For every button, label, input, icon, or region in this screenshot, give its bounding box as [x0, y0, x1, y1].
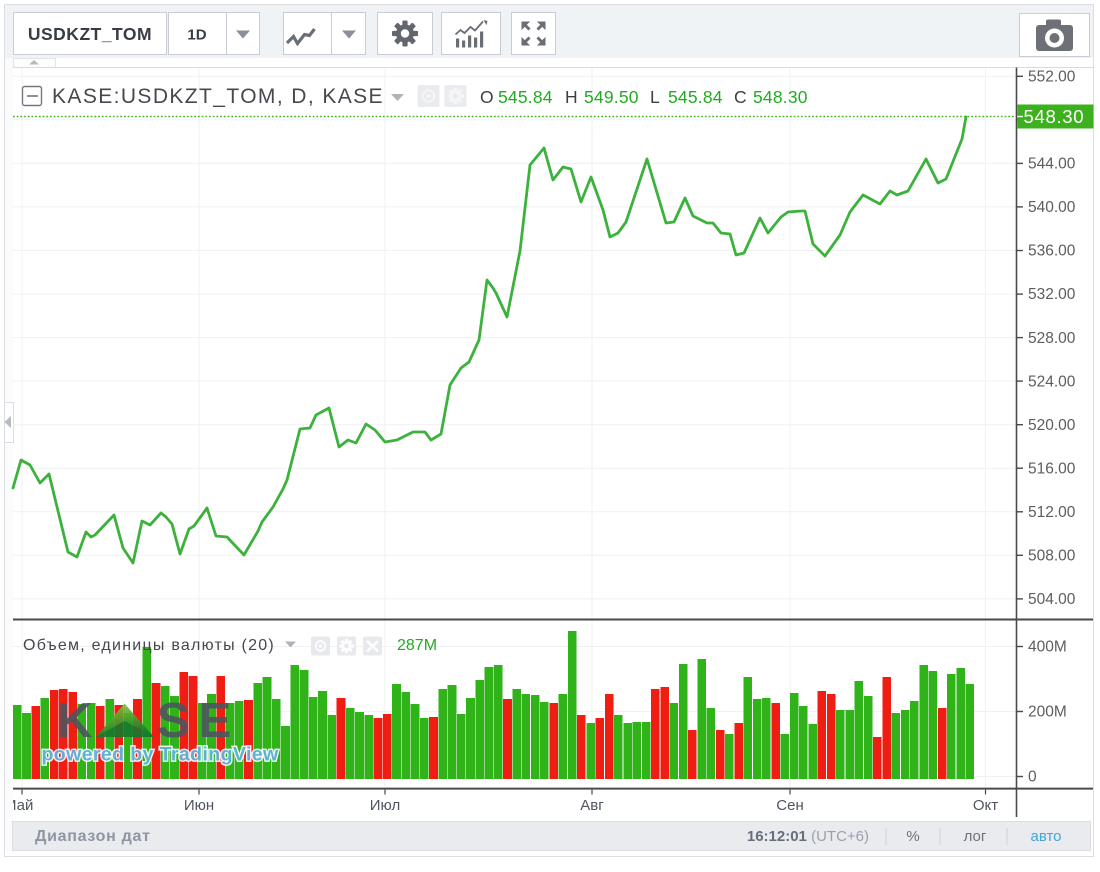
svg-text:544.00: 544.00 — [1028, 156, 1076, 173]
svg-text:512.00: 512.00 — [1028, 504, 1076, 521]
svg-text:532.00: 532.00 — [1028, 286, 1076, 303]
svg-text:400M: 400M — [1028, 639, 1067, 656]
svg-text:545.84: 545.84 — [668, 87, 723, 107]
svg-text:540.00: 540.00 — [1028, 199, 1076, 216]
svg-text:548.30: 548.30 — [753, 87, 808, 107]
svg-text:516.00: 516.00 — [1028, 460, 1076, 477]
svg-text:504.00: 504.00 — [1028, 591, 1076, 608]
svg-text:508.00: 508.00 — [1028, 548, 1076, 565]
svg-text:авто: авто — [1030, 828, 1061, 845]
svg-text:Авг: Авг — [580, 797, 604, 814]
svg-text:Диапазон дат: Диапазон дат — [35, 828, 151, 845]
svg-text:Июл: Июл — [370, 797, 400, 814]
svg-text:KASE:USDKZT_TOM, D, KASE: KASE:USDKZT_TOM, D, KASE — [52, 85, 384, 108]
svg-text:C: C — [734, 87, 747, 107]
svg-text:528.00: 528.00 — [1028, 330, 1076, 347]
svg-text:L: L — [650, 87, 660, 107]
svg-text:Июн: Июн — [184, 797, 214, 814]
svg-text:520.00: 520.00 — [1028, 417, 1076, 434]
svg-text:Май: Май — [4, 797, 33, 814]
svg-text:%: % — [906, 828, 919, 845]
svg-text:SE: SE — [157, 694, 240, 748]
svg-text:лог: лог — [964, 828, 987, 845]
svg-text:powered by TradingView: powered by TradingView — [42, 744, 280, 766]
svg-text:548.30: 548.30 — [1024, 106, 1085, 127]
svg-text:K: K — [57, 694, 92, 748]
svg-text:1D: 1D — [187, 27, 206, 44]
svg-text:287M: 287M — [397, 637, 437, 654]
svg-text:Окт: Окт — [973, 797, 998, 814]
svg-text:552.00: 552.00 — [1028, 69, 1076, 86]
svg-text:524.00: 524.00 — [1028, 373, 1076, 390]
svg-text:Сен: Сен — [776, 797, 803, 814]
svg-text:545.84: 545.84 — [498, 87, 553, 107]
svg-text:200M: 200M — [1028, 704, 1067, 721]
svg-text:0: 0 — [1028, 769, 1037, 786]
svg-text:H: H — [565, 87, 578, 107]
svg-text:Объем, единицы валюты (20): Объем, единицы валюты (20) — [23, 637, 275, 654]
svg-text:536.00: 536.00 — [1028, 243, 1076, 260]
svg-text:O: O — [480, 87, 494, 107]
svg-text:549.50: 549.50 — [584, 87, 639, 107]
svg-text:USDKZT_TOM: USDKZT_TOM — [28, 24, 152, 44]
svg-text:16:12:01 (UTC+6): 16:12:01 (UTC+6) — [747, 828, 869, 845]
